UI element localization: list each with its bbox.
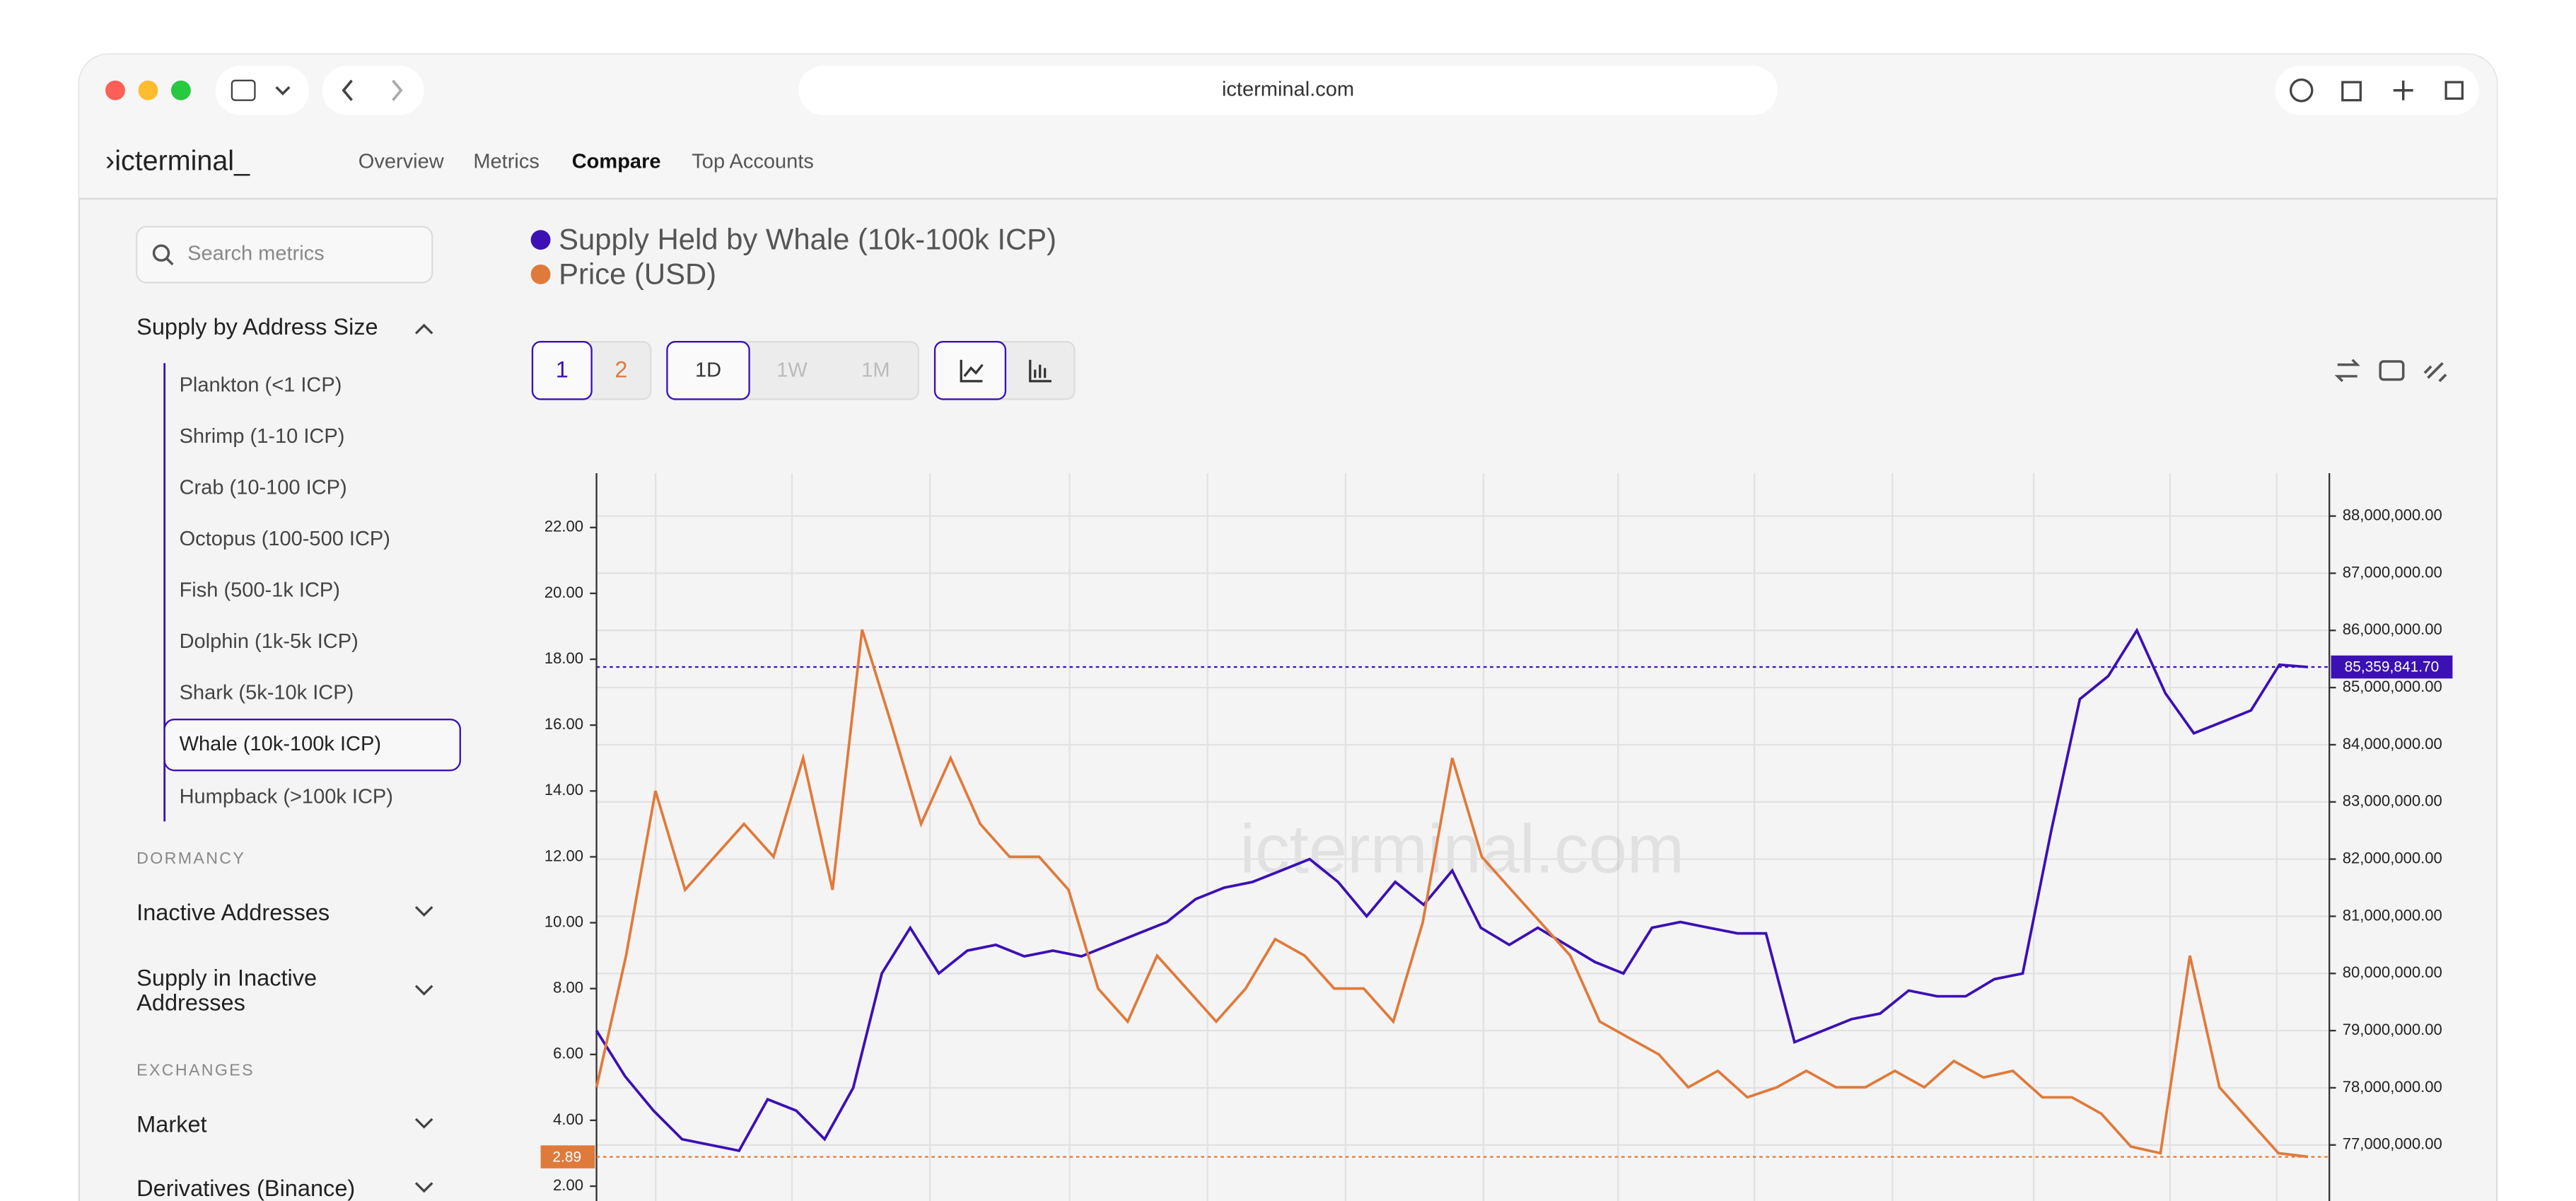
y-tick-label: 10.00: [544, 912, 583, 930]
y-tick-label: 12.00: [544, 847, 583, 864]
section-heading: EXCHANGES: [136, 1061, 255, 1079]
series-line: [595, 627, 2309, 1153]
interval-selected[interactable]: [666, 340, 750, 400]
y-tick-label: 4.00: [553, 1110, 583, 1128]
chevron[interactable]: [414, 985, 433, 996]
search-box[interactable]: [136, 226, 433, 284]
y2-tick-label: 88,000,000.00: [2343, 506, 2442, 523]
metric-item[interactable]: Crab (10-100 ICP): [180, 476, 347, 499]
metric-item[interactable]: Plankton (<1 ICP): [180, 374, 342, 397]
minimize[interactable]: [138, 80, 158, 100]
chevron[interactable]: [414, 1182, 433, 1193]
y2-tick-label: 79,000,000.00: [2343, 1021, 2442, 1038]
metric-item[interactable]: Fish (500-1k ICP): [180, 579, 340, 601]
y-tick-label: 2.00: [553, 1176, 583, 1194]
y2-tick-label: 83,000,000.00: [2343, 792, 2442, 810]
section-item[interactable]: Supply in Inactive Addresses: [136, 961, 383, 1021]
axis-button[interactable]: [531, 340, 593, 400]
nav-link[interactable]: Top Accounts: [692, 151, 814, 173]
y2-tick-label: 84,000,000.00: [2343, 735, 2442, 753]
section-item-label: Inactive Addresses: [136, 898, 330, 924]
legend-label: Supply Held by Whale (10k-100k ICP): [559, 223, 1056, 256]
y-tick-label: 18.00: [544, 649, 583, 667]
section-item-label: Market: [136, 1110, 207, 1137]
y2-tick-label: 85,000,000.00: [2343, 678, 2442, 695]
metric-item[interactable]: Shrimp (1-10 ICP): [180, 425, 345, 448]
section-item[interactable]: Derivatives (Binance): [136, 1159, 383, 1201]
sidebar-toggle[interactable]: [215, 65, 310, 115]
y2-tick-label: 86,000,000.00: [2343, 620, 2442, 638]
current-value-label: 85,359,841.70: [2345, 659, 2440, 675]
search-placeholder: Search metrics: [187, 243, 325, 265]
y-tick-label: 8.00: [553, 979, 583, 997]
selected-item[interactable]: [163, 719, 461, 772]
interval-button[interactable]: 1M: [861, 359, 890, 382]
y-tick-label: 20.00: [544, 584, 583, 601]
metric-item[interactable]: Shark (5k-10k ICP): [180, 681, 354, 704]
nav-link[interactable]: Metrics: [473, 151, 540, 173]
chevron[interactable]: [414, 906, 433, 917]
swap-icon[interactable]: [2334, 359, 2360, 383]
axis-button-label[interactable]: 1: [556, 357, 569, 383]
address-bar[interactable]: [798, 65, 1778, 115]
watermark: icterminal.com: [1240, 811, 1684, 888]
current-value-badge: [540, 1145, 595, 1168]
bar-icon: [1029, 359, 1052, 383]
zoom[interactable]: [170, 80, 191, 100]
interval-button[interactable]: 1W: [776, 359, 808, 382]
y2-tick-label: 78,000,000.00: [2343, 1078, 2442, 1096]
y-tick-label: 16.00: [544, 715, 583, 733]
camera-icon[interactable]: [2379, 360, 2405, 381]
url: icterminal.com: [1222, 78, 1354, 100]
y-tick-label: 6.00: [553, 1045, 583, 1062]
section-item[interactable]: Inactive Addresses: [136, 882, 383, 941]
y2-tick-label: 82,000,000.00: [2343, 849, 2442, 866]
current-value-badge: [2331, 655, 2453, 679]
metric-item[interactable]: Humpback (>100k ICP): [180, 786, 393, 808]
interval-button[interactable]: 1D: [695, 359, 721, 382]
metric-item[interactable]: Whale (10k-100k ICP): [180, 733, 381, 755]
nav-buttons[interactable]: [322, 65, 424, 115]
window: [78, 53, 2498, 1201]
browser-actions[interactable]: [2275, 65, 2479, 115]
legend-marker: [530, 264, 551, 284]
y2-tick-label: 87,000,000.00: [2343, 563, 2442, 581]
series-line: [595, 629, 2309, 1159]
link-icon[interactable]: [2423, 362, 2447, 383]
axis-button-label[interactable]: 2: [614, 357, 627, 383]
current-value-label: 2.89: [552, 1149, 581, 1165]
y2-tick-label: 81,000,000.00: [2343, 906, 2442, 924]
section-item-label: Supply in Inactive Addresses: [136, 964, 317, 1016]
metric-item[interactable]: Octopus (100-500 ICP): [180, 528, 390, 550]
chevron[interactable]: [414, 1118, 433, 1129]
close[interactable]: [105, 80, 125, 100]
line-icon: [960, 359, 984, 383]
y2-tick-label: 77,000,000.00: [2343, 1135, 2442, 1153]
logo[interactable]: ›icterminal_: [105, 145, 250, 176]
group-heading[interactable]: Supply by Address Size: [136, 314, 378, 340]
y-tick-label: 22.00: [544, 518, 583, 535]
nav-link[interactable]: Compare: [572, 151, 661, 173]
legend-label: Price (USD): [559, 257, 716, 290]
nav-link[interactable]: Overview: [359, 151, 445, 173]
section-item[interactable]: Market: [136, 1094, 383, 1154]
section-heading: DORMANCY: [136, 849, 245, 867]
section-item-label: Derivatives (Binance): [136, 1173, 356, 1200]
metric-item[interactable]: Dolphin (1k-5k ICP): [180, 630, 359, 653]
legend-marker: [530, 230, 551, 250]
y-tick-label: 14.00: [544, 781, 583, 799]
y2-tick-label: 80,000,000.00: [2343, 963, 2442, 981]
